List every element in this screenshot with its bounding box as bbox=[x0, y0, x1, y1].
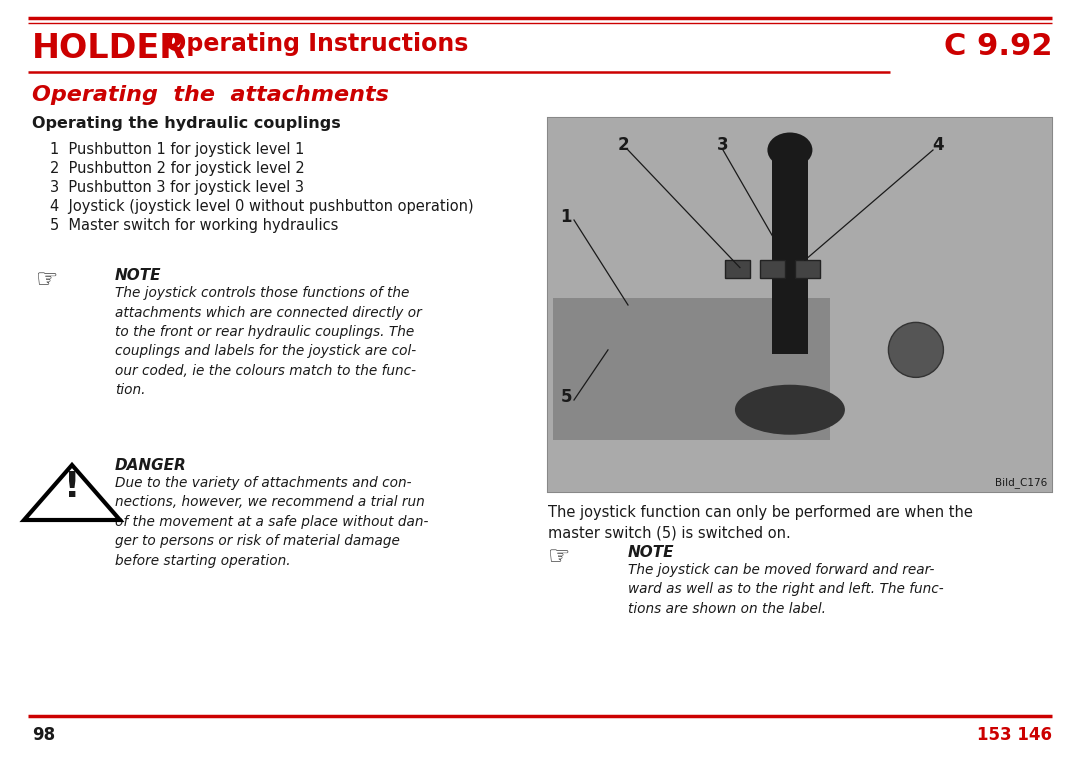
Text: The joystick controls those functions of the
attachments which are connected dir: The joystick controls those functions of… bbox=[114, 286, 422, 398]
Bar bbox=[725, 260, 750, 278]
Text: The joystick function can only be performed are when the
master switch (5) is sw: The joystick function can only be perfor… bbox=[548, 505, 973, 541]
Text: 5: 5 bbox=[561, 388, 571, 406]
Text: 1: 1 bbox=[561, 208, 571, 226]
Text: Operating Instructions: Operating Instructions bbox=[158, 32, 469, 56]
Polygon shape bbox=[24, 465, 120, 520]
Bar bbox=[548, 118, 1052, 492]
Text: ☞: ☞ bbox=[548, 545, 570, 569]
Text: 4: 4 bbox=[932, 136, 944, 154]
Text: !: ! bbox=[64, 470, 80, 504]
Text: 153 146: 153 146 bbox=[977, 726, 1052, 744]
Text: NOTE: NOTE bbox=[114, 268, 162, 283]
Ellipse shape bbox=[889, 322, 944, 377]
Text: 5  Master switch for working hydraulics: 5 Master switch for working hydraulics bbox=[50, 218, 338, 233]
Bar bbox=[548, 118, 1052, 492]
Text: Operating the hydraulic couplings: Operating the hydraulic couplings bbox=[32, 116, 341, 131]
Bar bbox=[553, 297, 831, 440]
Text: NOTE: NOTE bbox=[627, 545, 675, 560]
Ellipse shape bbox=[768, 133, 812, 168]
Text: Bild_C176: Bild_C176 bbox=[995, 477, 1047, 488]
Text: Operating  the  attachments: Operating the attachments bbox=[32, 85, 389, 105]
Text: 3: 3 bbox=[717, 136, 729, 154]
Text: 2  Pushbutton 2 for joystick level 2: 2 Pushbutton 2 for joystick level 2 bbox=[50, 161, 305, 176]
Text: 1  Pushbutton 1 for joystick level 1: 1 Pushbutton 1 for joystick level 1 bbox=[50, 142, 305, 157]
Text: ☞: ☞ bbox=[36, 268, 58, 292]
Text: HOLDER: HOLDER bbox=[32, 32, 186, 65]
Bar bbox=[772, 148, 808, 354]
Bar bbox=[760, 260, 785, 278]
Text: 98: 98 bbox=[32, 726, 55, 744]
Text: The joystick can be moved forward and rear-
ward as well as to the right and lef: The joystick can be moved forward and re… bbox=[627, 563, 944, 616]
Text: 4  Joystick (joystick level 0 without pushbutton operation): 4 Joystick (joystick level 0 without pus… bbox=[50, 199, 474, 214]
Text: DANGER: DANGER bbox=[114, 458, 187, 473]
Text: C 9.92: C 9.92 bbox=[944, 32, 1052, 61]
Text: 3  Pushbutton 3 for joystick level 3: 3 Pushbutton 3 for joystick level 3 bbox=[50, 180, 303, 195]
Text: 2: 2 bbox=[617, 136, 629, 154]
Ellipse shape bbox=[734, 385, 845, 434]
Text: Due to the variety of attachments and con-
nections, however, we recommend a tri: Due to the variety of attachments and co… bbox=[114, 476, 429, 568]
Bar bbox=[795, 260, 820, 278]
